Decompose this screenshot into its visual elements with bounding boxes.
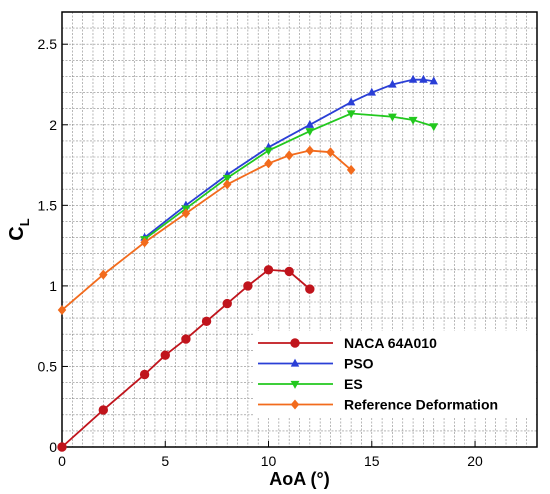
- data-point: [305, 128, 315, 137]
- y-tick-label: 0.5: [38, 358, 58, 374]
- data-point: [264, 147, 273, 156]
- data-point: [201, 316, 212, 327]
- data-point: [57, 305, 67, 316]
- y-axis-label: CL: [6, 218, 32, 240]
- data-point: [160, 350, 170, 360]
- legend-item: ES: [258, 376, 363, 392]
- legend-label: ES: [344, 376, 363, 392]
- data-point: [264, 158, 273, 169]
- legend-marker: [290, 338, 300, 348]
- data-point: [408, 74, 418, 83]
- legend-marker: [290, 358, 300, 367]
- data-point: [305, 284, 315, 294]
- x-tick-label: 5: [161, 453, 169, 469]
- data-point: [139, 369, 150, 380]
- data-point: [367, 87, 377, 96]
- legend-item: Reference Deformation: [258, 397, 498, 413]
- data-point: [346, 110, 356, 119]
- data-point: [346, 164, 356, 175]
- legend-label: NACA 64A010: [344, 335, 437, 351]
- series-3: [57, 145, 356, 316]
- data-point: [408, 116, 418, 125]
- y-tick-label: 0: [49, 439, 57, 455]
- legend-background: [254, 331, 536, 417]
- data-point: [222, 179, 232, 190]
- plot-frame: [61, 11, 538, 448]
- y-tick-label: 2.5: [38, 36, 58, 52]
- data-point: [222, 174, 232, 183]
- data-point: [57, 442, 67, 452]
- data-point: [387, 113, 397, 122]
- data-point: [429, 123, 439, 132]
- x-axis-label: AoA (°): [269, 469, 330, 489]
- legend-marker: [290, 399, 300, 410]
- series-lines: [57, 74, 439, 452]
- data-point: [429, 76, 438, 85]
- data-point: [388, 79, 397, 88]
- data-point: [284, 266, 294, 277]
- data-point: [181, 208, 191, 219]
- legend-marker: [290, 380, 300, 389]
- data-point: [346, 97, 356, 106]
- series-line: [61, 149, 352, 311]
- legend-label: Reference Deformation: [344, 397, 498, 413]
- legend: NACA 64A010 PSO ES Reference Deformation: [254, 331, 536, 417]
- y-tick-label: 1: [49, 278, 57, 294]
- legend-item: NACA 64A010: [258, 335, 437, 351]
- x-tick-label: 10: [261, 453, 277, 469]
- y-tick-label: 2: [49, 117, 57, 133]
- y-axis-label-main: C: [6, 226, 28, 240]
- legend-label: PSO: [344, 356, 374, 372]
- legend-item: PSO: [258, 356, 374, 372]
- y-axis-label-subscript: L: [17, 218, 32, 226]
- data-point: [222, 298, 232, 309]
- data-point: [326, 147, 335, 158]
- data-point: [99, 269, 108, 280]
- data-point: [305, 119, 315, 128]
- data-point: [419, 74, 428, 83]
- x-tick-label: 0: [58, 453, 66, 469]
- y-tick-label: 1.5: [38, 197, 58, 213]
- data-point: [181, 334, 191, 344]
- x-tick-label: 20: [467, 453, 483, 469]
- data-point: [305, 145, 315, 156]
- series-2: [140, 110, 439, 244]
- data-point: [98, 405, 109, 415]
- data-point: [263, 265, 274, 275]
- series-0: [57, 265, 315, 452]
- axis-ticks: 0 5 10 15 20 0 0.5 1 1.5 2 2.5: [38, 36, 484, 469]
- data-point: [243, 281, 253, 291]
- data-point: [284, 150, 294, 161]
- x-tick-label: 15: [364, 453, 380, 469]
- data-point: [140, 237, 149, 248]
